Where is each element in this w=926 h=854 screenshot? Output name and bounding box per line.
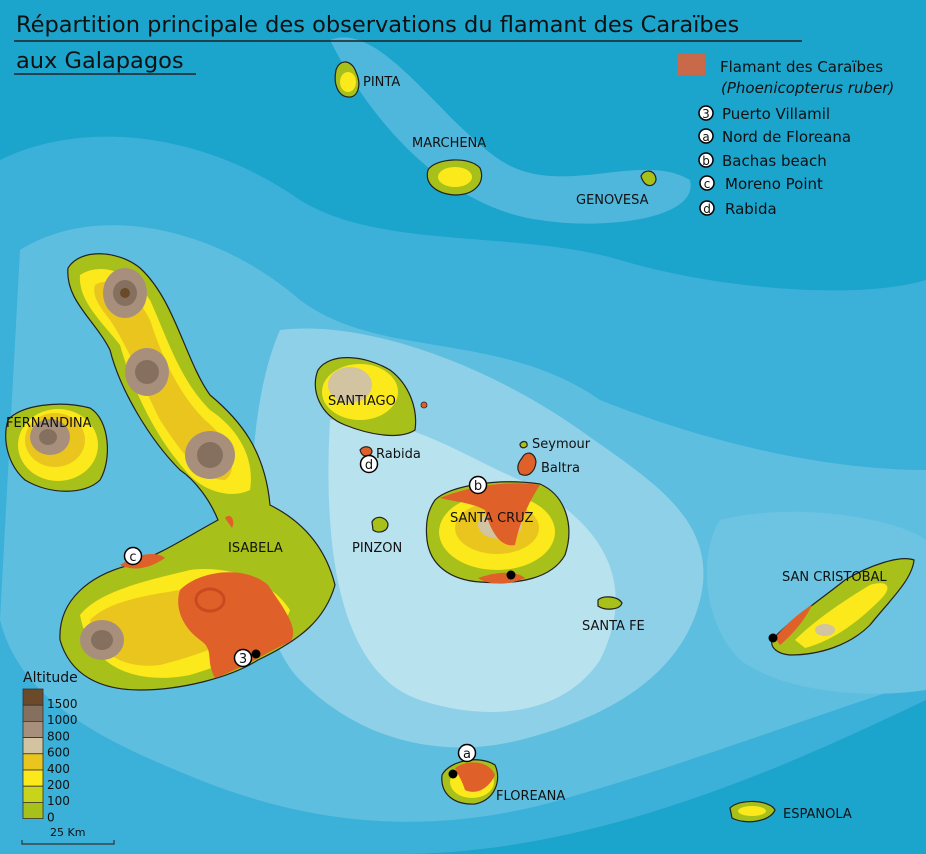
- altitude-swatch: [22, 737, 44, 755]
- scale-bar: 25 Km: [21, 826, 115, 845]
- altitude-tick: 1500: [47, 697, 78, 711]
- legend-site-b: b Bachas beach: [698, 152, 827, 170]
- label-pinzon: PINZON: [352, 541, 402, 556]
- label-floreana: FLOREANA: [496, 789, 565, 804]
- island-genovesa: [640, 170, 657, 187]
- svg-text:c: c: [129, 550, 136, 565]
- marker-a[interactable]: a: [457, 743, 477, 763]
- altitude-title: Altitude: [23, 670, 78, 686]
- island-santiago: [314, 357, 428, 436]
- island-fernandina: [5, 403, 109, 492]
- altitude-swatch: [22, 785, 44, 803]
- label-santa-cruz: SANTA CRUZ: [450, 511, 533, 526]
- altitude-swatch: [22, 704, 44, 722]
- island-san-cristobal: [771, 558, 915, 656]
- altitude-swatch: [22, 721, 44, 739]
- legend: Flamant des Caraïbes (Phoenicopterus rub…: [677, 54, 894, 218]
- legend-site-c: c Moreno Point: [699, 175, 823, 193]
- label-rabida: Rabida: [376, 447, 421, 462]
- altitude-swatch: [22, 753, 44, 771]
- svg-text:d: d: [365, 458, 373, 473]
- marker-d[interactable]: d: [359, 454, 379, 474]
- svg-text:c: c: [704, 177, 711, 191]
- altitude-swatch: [22, 802, 44, 820]
- island-seymour: [519, 440, 528, 449]
- scale-bar-label: 25 Km: [50, 826, 85, 839]
- svg-text:b: b: [474, 479, 482, 494]
- svg-text:Rabida: Rabida: [725, 200, 777, 218]
- legend-species-latin: (Phoenicopterus ruber): [721, 79, 894, 97]
- label-san-cristobal: SAN CRISTOBAL: [782, 570, 887, 585]
- svg-text:b: b: [702, 154, 710, 168]
- legend-species: Flamant des Caraïbes: [720, 58, 883, 76]
- island-rabida: [359, 446, 373, 457]
- flamingo-swatch: [677, 54, 705, 75]
- altitude-tick: 1000: [47, 713, 78, 727]
- legend-site-d: d Rabida: [699, 200, 777, 218]
- island-marchena: [426, 159, 483, 196]
- label-isabela: ISABELA: [228, 541, 283, 556]
- island-floreana: [441, 759, 499, 805]
- svg-text:Bachas beach: Bachas beach: [722, 152, 827, 170]
- island-santa-fe: [597, 596, 623, 610]
- svg-text:Nord de Floreana: Nord de Floreana: [722, 128, 851, 146]
- label-genovesa: GENOVESA: [576, 193, 649, 208]
- altitude-tick: 800: [47, 729, 70, 743]
- altitude-swatch: [22, 769, 44, 787]
- altitude-tick: 400: [47, 762, 70, 776]
- svg-text:d: d: [703, 202, 711, 216]
- svg-text:Puerto Villamil: Puerto Villamil: [722, 105, 830, 123]
- island-baltra: [517, 452, 537, 476]
- marker-b[interactable]: b: [468, 475, 488, 495]
- svg-text:Moreno Point: Moreno Point: [725, 175, 823, 193]
- label-marchena: MARCHENA: [412, 136, 486, 151]
- island-pinta: [334, 61, 360, 98]
- legend-site-a: a Nord de Floreana: [698, 128, 851, 146]
- label-fernandina: FERNANDINA: [6, 416, 92, 431]
- islands: [5, 61, 915, 823]
- island-santa-cruz: [425, 481, 570, 584]
- label-baltra: Baltra: [541, 461, 580, 476]
- altitude-tick: 200: [47, 778, 70, 792]
- marker-c[interactable]: c: [123, 546, 143, 566]
- svg-text:3: 3: [702, 107, 710, 121]
- legend-site-3: 3 Puerto Villamil: [698, 105, 830, 123]
- title-line-2: aux Galapagos: [16, 48, 184, 74]
- label-seymour: Seymour: [532, 437, 591, 452]
- altitude-tick: 600: [47, 746, 70, 760]
- site-dot: [251, 649, 261, 659]
- title-line-1: Répartition principale des observations …: [16, 12, 739, 38]
- label-santiago: SANTIAGO: [328, 394, 396, 409]
- site-dots: [251, 570, 778, 779]
- site-dot: [448, 769, 458, 779]
- label-santa-fe: SANTA FE: [582, 619, 645, 634]
- altitude-tick: 100: [47, 794, 70, 808]
- altitude-tick: 0: [47, 810, 55, 824]
- altitude-swatch: [22, 688, 44, 706]
- island-espanola: [729, 800, 776, 823]
- label-espanola: ESPANOLA: [783, 807, 852, 822]
- map-title: Répartition principale des observations …: [14, 12, 802, 75]
- site-dot: [768, 633, 778, 643]
- island-isabela: [59, 253, 336, 691]
- site-markers: 3 a b c d: [123, 454, 488, 763]
- label-pinta: PINTA: [363, 75, 400, 90]
- svg-text:a: a: [702, 130, 709, 144]
- site-dot: [506, 570, 516, 580]
- svg-text:3: 3: [239, 652, 247, 667]
- island-pinzon: [371, 516, 389, 533]
- island-labels: PINTA MARCHENA GENOVESA FERNANDINA ISABE…: [6, 75, 887, 822]
- svg-text:a: a: [463, 747, 471, 762]
- marker-3[interactable]: 3: [233, 648, 253, 668]
